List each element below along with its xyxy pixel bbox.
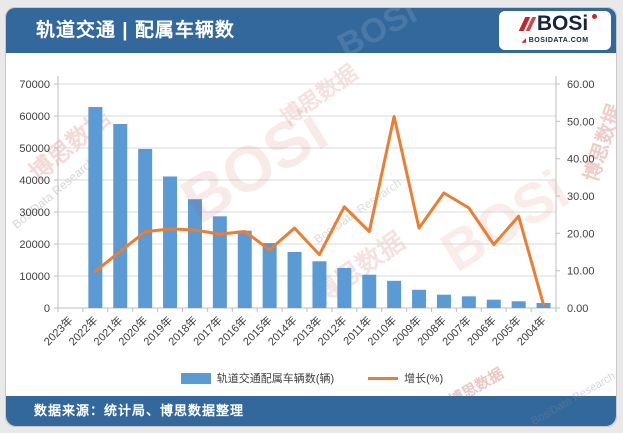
bar-2009年 — [412, 289, 427, 308]
bar-2012年 — [337, 268, 352, 308]
bar-2020年 — [138, 148, 153, 308]
data-source-text: 数据来源：统计局、博思数据整理 — [34, 403, 245, 418]
page-title: 轨道交通 | 配属车辆数 — [36, 20, 235, 41]
bar-2007年 — [461, 296, 476, 308]
bar-2014年 — [287, 252, 302, 308]
bosi-logo-mark: BOSi — [499, 13, 611, 37]
left-axis-label: 30000 — [19, 207, 50, 219]
chart-canvas: 0 10000 20000 30000 40000 50000 60000 70000 0.00… — [19, 76, 595, 348]
bar-2019年 — [163, 176, 178, 308]
bar-2011年 — [362, 274, 377, 308]
report-card: 博思数据 BosiData Research BOSi 博思数据 BosiDat… — [5, 7, 617, 427]
right-axis-label: 60.00 — [567, 79, 595, 91]
left-axis-label: 40000 — [19, 175, 50, 187]
left-axis-label: 0 — [44, 303, 50, 315]
legend-line-swatch — [368, 376, 399, 380]
bar-2016年 — [237, 230, 252, 308]
legend-item-bars: 轨道交通配属车辆数(辆) — [180, 370, 335, 386]
logo-dot-icon — [592, 14, 597, 19]
right-axis-label: 10.00 — [567, 266, 595, 278]
left-axis-label: 20000 — [19, 239, 50, 251]
right-axis-label: 0.00 — [567, 303, 588, 315]
bar-2021年 — [113, 124, 128, 308]
bar-2018年 — [187, 199, 202, 308]
bar-2015年 — [262, 243, 277, 308]
bar-2010年 — [387, 280, 402, 308]
bar-2022年 — [88, 107, 103, 308]
legend-bar-label: 轨道交通配属车辆数(辆) — [216, 373, 335, 385]
right-axis-label: 20.00 — [567, 228, 595, 240]
left-axis-label: 50000 — [19, 143, 50, 155]
left-axis-label: 60000 — [19, 111, 50, 123]
bar-2013年 — [312, 261, 327, 308]
chart-legend: 轨道交通配属车辆数(辆) 增长(%) — [6, 370, 616, 386]
legend-bar-swatch — [180, 372, 211, 384]
logo-brand-text: BOSi — [536, 12, 589, 35]
growth-line — [93, 115, 545, 307]
bosi-logo: BOSi BOSIDATA.COM — [499, 11, 611, 50]
bar-2006年 — [486, 299, 501, 308]
left-axis-label: 10000 — [19, 271, 50, 283]
right-axis-label: 30.00 — [567, 191, 595, 203]
legend-item-line: 增长(%) — [368, 370, 443, 386]
legend-line-label: 增长(%) — [404, 373, 444, 385]
logo-site-text: BOSIDATA.COM — [499, 37, 611, 44]
footer-bar: 数据来源：统计局、博思数据整理 — [6, 396, 616, 426]
left-axis-label: 70000 — [19, 79, 50, 91]
chart-area: 0 10000 20000 30000 40000 50000 60000 70000 0.00… — [6, 61, 616, 373]
bar-2008年 — [436, 294, 451, 308]
bar-2005年 — [511, 301, 526, 308]
right-axis-label: 40.00 — [567, 154, 595, 166]
right-axis-label: 50.00 — [567, 116, 595, 128]
bar-2017年 — [212, 216, 227, 308]
